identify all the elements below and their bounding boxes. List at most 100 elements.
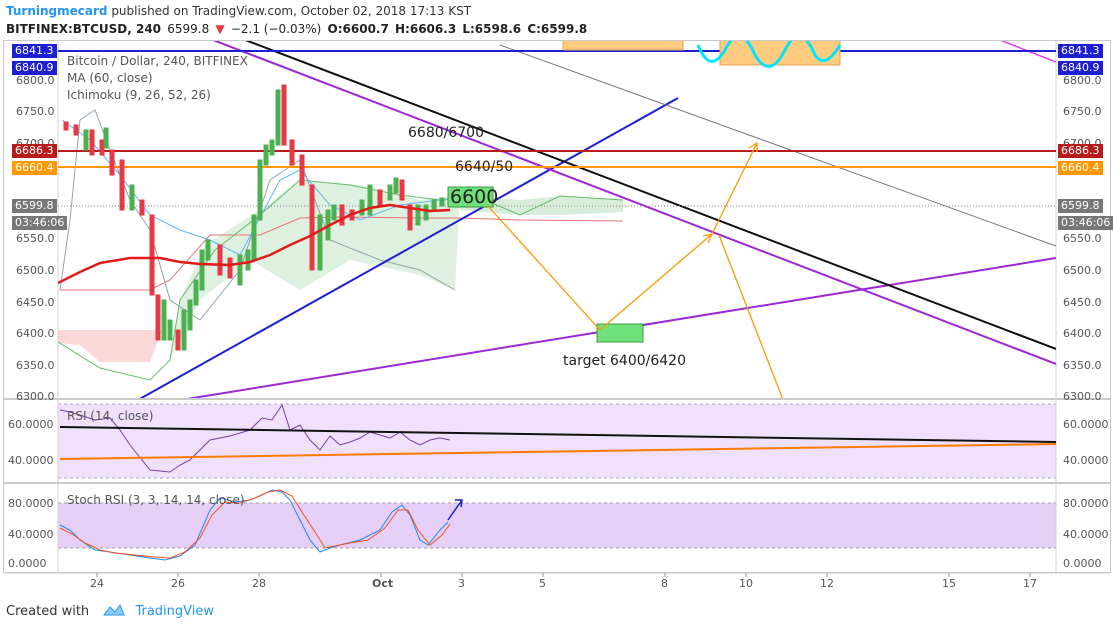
rsi-tick: 60.0000 bbox=[1063, 418, 1109, 431]
price-tick: 6550.0 bbox=[16, 232, 55, 245]
ichimoku-legend[interactable]: Ichimoku (9, 26, 52, 26) bbox=[67, 88, 211, 102]
time-tick: 12 bbox=[820, 577, 834, 590]
trendline-purple-upper bbox=[212, 41, 1056, 365]
stoch-arrowhead bbox=[455, 499, 463, 508]
rsi-pane[interactable] bbox=[3, 399, 1111, 483]
stoch-band bbox=[58, 503, 1056, 548]
target-box bbox=[596, 323, 644, 343]
symbol-label: BITFINEX:BTCUSD, 240 bbox=[6, 22, 162, 36]
price-tag-red: 6686.3 bbox=[1058, 144, 1103, 158]
ohlc-bar: BITFINEX:BTCUSD, 240 6599.8 ▼ −2.1 (−0.0… bbox=[6, 21, 589, 37]
countdown-tag-left: 03:46:06 bbox=[12, 216, 68, 230]
price-tag-6840-left: 6840.9 bbox=[12, 61, 57, 75]
time-tick: 5 bbox=[539, 577, 546, 590]
countdown-tag: 03:46:06 bbox=[1058, 216, 1114, 230]
price-tag-6841-left: 6841.3 bbox=[12, 44, 57, 58]
annotation-6640-50[interactable]: 6640/50 bbox=[455, 159, 514, 175]
stoch-arrow bbox=[447, 499, 463, 521]
candles bbox=[63, 84, 445, 351]
forecast-arrowhead-2 bbox=[748, 141, 758, 152]
ma-legend[interactable]: MA (60, close) bbox=[67, 71, 153, 85]
price-tick: 6400.0 bbox=[1063, 327, 1102, 340]
price-tick: 6500.0 bbox=[16, 264, 55, 277]
ichimoku-lead-b bbox=[60, 216, 624, 291]
down-arrow-icon: ▼ bbox=[215, 22, 225, 36]
price-tick: 6400.0 bbox=[16, 327, 55, 340]
price-tick: 6450.0 bbox=[16, 296, 55, 309]
forecast-arrowhead-1 bbox=[702, 233, 714, 244]
trendline-black bbox=[245, 41, 1056, 350]
price-tag-red-left: 6686.3 bbox=[12, 144, 57, 158]
time-tick: 28 bbox=[252, 577, 266, 590]
price-tick: 6450.0 bbox=[1063, 296, 1102, 309]
annotation-6680-6700[interactable]: 6680/6700 bbox=[408, 125, 484, 141]
price-tag-6840: 6840.9 bbox=[1058, 61, 1103, 75]
open-value: O:6600.7 bbox=[327, 22, 389, 36]
price-tick: 6300.0 bbox=[1063, 390, 1102, 403]
rsi-tick: 60.0000 bbox=[8, 418, 54, 431]
stoch-tick: 80.0000 bbox=[1063, 497, 1109, 510]
time-tick: 17 bbox=[1023, 577, 1037, 590]
price-tag-last-left: 6599.8 bbox=[12, 199, 57, 213]
price-tick: 6550.0 bbox=[1063, 232, 1102, 245]
time-tick: Oct bbox=[372, 577, 394, 590]
created-with-label: Created with bbox=[6, 604, 90, 619]
author-link[interactable]: Turningmecard bbox=[6, 4, 108, 18]
forecast-path bbox=[486, 142, 758, 331]
price-tick: 6800.0 bbox=[1063, 74, 1102, 87]
rsi-tick: 40.0000 bbox=[1063, 454, 1109, 467]
stoch-tick: 0.0000 bbox=[8, 557, 47, 570]
tradingview-logo-icon bbox=[103, 603, 126, 616]
price-tick: 6350.0 bbox=[1063, 359, 1102, 372]
time-tick: 15 bbox=[942, 577, 956, 590]
price-tick: 6350.0 bbox=[16, 359, 55, 372]
time-tick: 10 bbox=[739, 577, 753, 590]
price-tick: 6750.0 bbox=[16, 105, 55, 118]
chart-title-bar: Turningmecard published on TradingView.c… bbox=[6, 3, 471, 19]
series-legend: Bitcoin / Dollar, 240, BITFINEX MA (60, … bbox=[67, 53, 248, 104]
price-tick: 6300.0 bbox=[16, 390, 55, 403]
ichimoku-cloud-red bbox=[58, 330, 162, 362]
time-tick: 26 bbox=[171, 577, 185, 590]
ma-60-line bbox=[58, 203, 451, 285]
change-value: −2.1 (−0.03%) bbox=[230, 22, 322, 36]
close-value: C:6599.8 bbox=[527, 22, 588, 36]
forecast-drop bbox=[718, 234, 783, 398]
rsi-trend-black bbox=[59, 426, 1057, 443]
price-tick: 6500.0 bbox=[1063, 264, 1102, 277]
price-tag-orange: 6660.4 bbox=[1058, 161, 1103, 175]
rsi-legend[interactable]: RSI (14, close) bbox=[67, 409, 154, 423]
cyan-wave bbox=[696, 41, 842, 68]
stoch-d-line bbox=[59, 489, 451, 559]
footer: Created with TradingView bbox=[6, 603, 214, 619]
last-price: 6599.8 bbox=[167, 22, 210, 36]
tradingview-link[interactable]: TradingView bbox=[135, 604, 214, 619]
box-6600 bbox=[447, 186, 494, 208]
rsi-line bbox=[59, 403, 451, 473]
price-tag-last: 6599.8 bbox=[1058, 199, 1103, 213]
annotation-target[interactable]: target 6400/6420 bbox=[563, 353, 686, 369]
published-text: published on TradingView.com, October 02… bbox=[111, 4, 472, 18]
trendline-gray bbox=[499, 44, 1056, 247]
series-legend-title[interactable]: Bitcoin / Dollar, 240, BITFINEX bbox=[67, 54, 248, 68]
stoch-tick: 0.0000 bbox=[1063, 557, 1102, 570]
price-tag-6841: 6841.3 bbox=[1058, 44, 1103, 58]
rsi-tick: 40.0000 bbox=[8, 454, 54, 467]
price-tag-orange-left: 6660.4 bbox=[12, 161, 57, 175]
price-tick: 6800.0 bbox=[16, 74, 55, 87]
price-tick: 6750.0 bbox=[1063, 105, 1102, 118]
time-tick: 24 bbox=[90, 577, 104, 590]
stoch-legend[interactable]: Stoch RSI (3, 3, 14, 14, close) bbox=[67, 493, 245, 507]
high-value: H:6606.3 bbox=[395, 22, 457, 36]
rsi-trend-orange bbox=[59, 443, 1057, 460]
stoch-tick: 40.0000 bbox=[8, 528, 54, 541]
stoch-tick: 80.0000 bbox=[8, 497, 54, 510]
ichimoku-cloud-green bbox=[170, 180, 460, 360]
stoch-tick: 40.0000 bbox=[1063, 528, 1109, 541]
rsi-band bbox=[58, 404, 1056, 478]
annotation-6600[interactable]: 6600 bbox=[450, 186, 499, 208]
top-box-left bbox=[562, 41, 684, 51]
low-value: L:6598.6 bbox=[462, 22, 522, 36]
time-tick: 3 bbox=[458, 577, 465, 590]
